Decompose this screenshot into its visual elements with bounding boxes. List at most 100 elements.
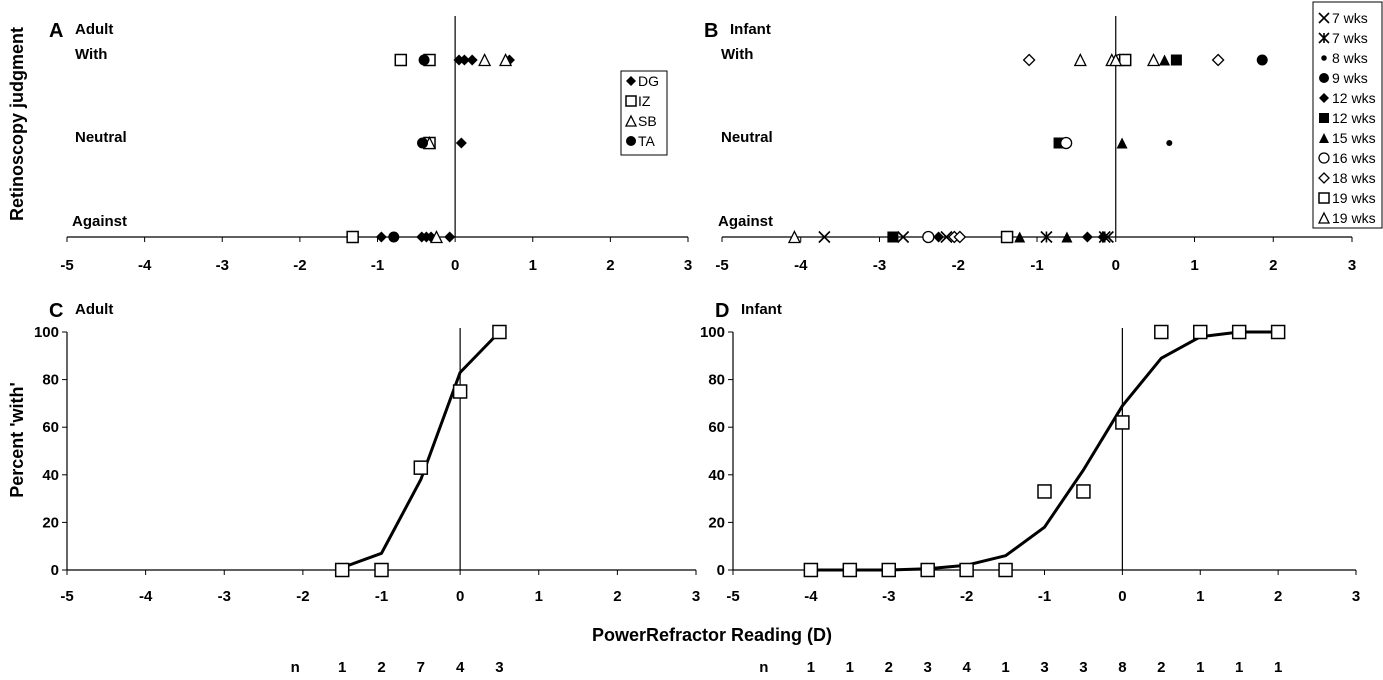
n-value: 1	[1001, 659, 1009, 676]
data-point	[1159, 54, 1171, 66]
panel-letter: A	[49, 20, 63, 42]
observed-point	[413, 460, 429, 475]
data-point	[1022, 53, 1036, 67]
legend-label: 9 wks	[1332, 70, 1368, 86]
data-point	[429, 230, 444, 244]
legend-label: 19 wks	[1332, 210, 1376, 226]
observed-point	[959, 562, 974, 578]
observed-point	[334, 562, 350, 578]
n-value: 4	[962, 659, 971, 676]
x-tick-label: -5	[726, 588, 739, 605]
legend-label: TA	[638, 133, 656, 149]
data-point	[417, 137, 429, 149]
observed-point	[998, 562, 1013, 578]
legend-marker	[1318, 32, 1330, 44]
data-point	[1116, 137, 1128, 149]
data-point	[466, 54, 478, 66]
x-tick-label: 1	[529, 257, 537, 274]
observed-point	[920, 562, 935, 578]
legend: DG IZ SB TA	[620, 70, 668, 156]
data-point	[1109, 53, 1123, 67]
data-point	[394, 53, 408, 67]
legend-marker	[1318, 12, 1330, 24]
observed-point	[374, 562, 389, 578]
data-point	[933, 231, 945, 243]
x-tick-label: 0	[456, 588, 464, 605]
x-tick-label: 2	[613, 588, 621, 605]
x-tick-label: 1	[1190, 257, 1198, 274]
category-label-neutral: Neutral	[721, 129, 773, 146]
observed-point	[452, 384, 468, 399]
y-tick-label: 100	[34, 324, 59, 341]
panel-letter: C	[49, 300, 63, 322]
observed-point	[1193, 324, 1208, 340]
legend-label: 8 wks	[1332, 50, 1368, 66]
series-7-wks-0	[818, 230, 1114, 244]
data-point	[375, 231, 387, 243]
legend-label: 12 wks	[1332, 110, 1376, 126]
data-point	[388, 231, 400, 243]
n-value: 1	[1196, 659, 1204, 676]
y-tick-label: 40	[708, 467, 725, 484]
series-9-wks-3	[1256, 54, 1268, 66]
x-tick-label: 0	[1118, 588, 1126, 605]
observed-point	[1037, 484, 1052, 499]
observed-point	[881, 562, 896, 578]
data-point	[940, 230, 953, 244]
series-19-wks-9	[1000, 53, 1132, 244]
legend-label: IZ	[638, 93, 651, 109]
series-16-wks-7	[922, 53, 1126, 244]
y-tick-label: 100	[700, 324, 725, 341]
observed-point	[1231, 324, 1247, 340]
series-19-wks-10	[787, 53, 1161, 244]
observed-point	[1270, 324, 1286, 340]
legend-marker	[625, 95, 637, 107]
x-tick-label: -1	[1038, 588, 1051, 605]
legend-label: 16 wks	[1332, 150, 1376, 166]
x-tick-label: -4	[794, 257, 808, 274]
series-8-wks-2	[1166, 139, 1173, 147]
legend-marker	[1319, 113, 1329, 123]
data-point	[1053, 137, 1065, 149]
x-tick-label: -5	[60, 588, 73, 605]
n-value: 1	[807, 659, 815, 676]
x-tick-label: 3	[692, 588, 700, 605]
x-tick-label: -2	[296, 588, 309, 605]
legend-marker	[1317, 211, 1331, 224]
x-tick-label: -4	[804, 588, 818, 605]
data-point	[499, 53, 513, 67]
legend-marker	[626, 136, 636, 146]
series-15-wks-6	[1014, 54, 1171, 243]
x-tick-label: -1	[371, 257, 384, 274]
legend-label: 12 wks	[1332, 90, 1376, 106]
data-point	[1081, 231, 1093, 243]
data-point	[1166, 139, 1173, 147]
y-tick-label: 60	[42, 419, 59, 436]
legend-marker	[1321, 55, 1327, 61]
panels: A Adult -5 -4 -3 -2 -1 0 1 2 3 Against Neutral With DG…	[34, 1, 1383, 676]
x-tick-label: 2	[1274, 588, 1282, 605]
series-12-wks-4	[933, 231, 1109, 243]
x-tick-label: 3	[684, 257, 692, 274]
data-point	[455, 137, 467, 149]
x-tick-label: 0	[451, 257, 459, 274]
panel-title: Infant	[730, 21, 771, 38]
legend-label: DG	[638, 73, 659, 89]
series-IZ-1	[346, 53, 436, 244]
x-tick-label: 3	[1348, 257, 1356, 274]
n-value: 3	[495, 659, 503, 676]
category-label-with: With	[75, 46, 107, 63]
fit-curve	[810, 330, 1279, 572]
y-tick-label: 80	[42, 372, 59, 389]
legend-label: 18 wks	[1332, 170, 1376, 186]
y-axis-title-retinoscopy: Retinoscopy judgment	[7, 27, 27, 221]
x-tick-label: -2	[960, 588, 973, 605]
data-point	[1000, 230, 1014, 244]
n-value: 3	[1040, 659, 1048, 676]
y-tick-label: 20	[42, 514, 59, 531]
data-point	[418, 54, 430, 66]
legend-marker	[624, 114, 638, 127]
observed-points	[334, 324, 507, 578]
panel-letter: B	[704, 20, 718, 42]
